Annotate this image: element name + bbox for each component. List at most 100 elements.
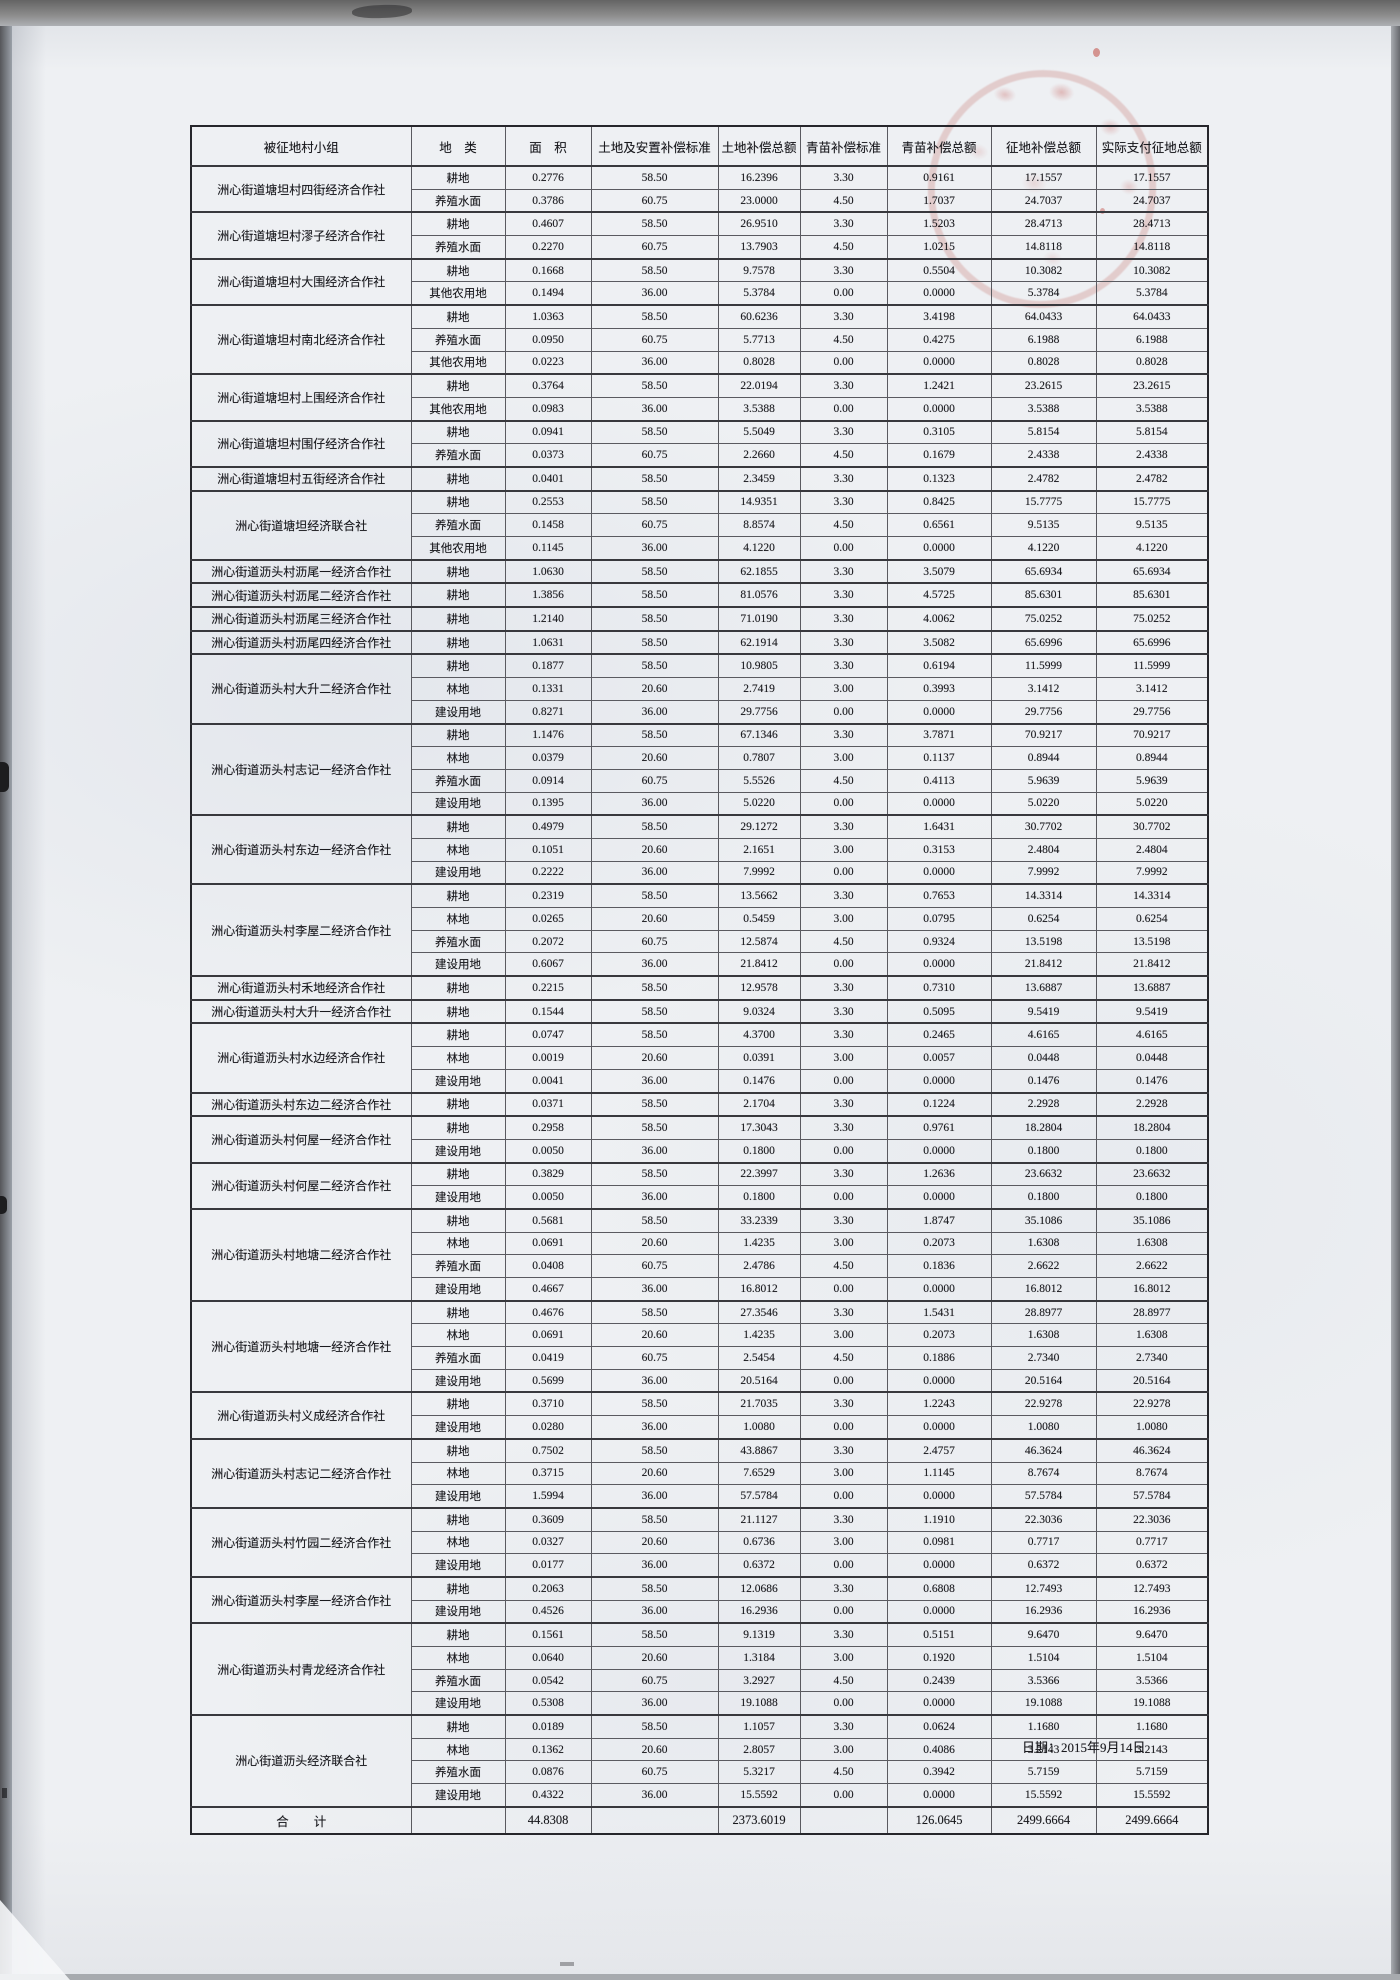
total-row: 合 计 44.8308 2373.6019 126.0645 2499.6664 2499… — [190, 1805, 1209, 1835]
acquisition-compensation-total-cell: 5.3784 — [990, 281, 1097, 306]
land-compensation-total-cell: 16.2936 — [717, 1599, 801, 1624]
area-cell: 0.4667 — [504, 1276, 592, 1302]
land-type-cell: 耕地 — [410, 164, 506, 190]
table-row: 洲心街道沥头村地塘一经济合作社 耕地 0.4676 58.50 27.3546 3.30 1… — [190, 1299, 1209, 1393]
seedling-compensation-total-cell: 1.2636 — [886, 1161, 992, 1187]
land-compensation-standard-cell: 58.50 — [590, 582, 719, 608]
seedling-compensation-total-cell: 0.0000 — [886, 860, 992, 885]
area-cell: 0.3764 — [504, 373, 592, 398]
total-land-type-cell — [410, 1805, 506, 1835]
land-compensation-total-cell: 26.9510 — [717, 211, 801, 237]
land-type-cell: 养殖水面 — [410, 1668, 506, 1693]
land-compensation-total-cell: 22.0194 — [717, 373, 801, 398]
land-compensation-total-cell: 3.5388 — [717, 396, 801, 422]
actual-paid-total-cell: 0.8944 — [1095, 746, 1209, 770]
seedling-compensation-standard-cell: 0.00 — [799, 1484, 888, 1509]
actual-paid-total-cell: 5.0220 — [1095, 791, 1209, 816]
seedling-compensation-total-cell: 0.9761 — [886, 1115, 992, 1140]
seedling-compensation-standard-cell: 4.50 — [799, 1346, 888, 1370]
scan-edge-bottom — [0, 1974, 1400, 1980]
acquisition-compensation-total-cell: 2.2928 — [990, 1091, 1097, 1117]
table-row: 林地 0.0379 20.60 0.7807 3.00 0.1137 0.8944 0.894… — [191, 746, 1209, 770]
seedling-compensation-total-cell: 0.0000 — [886, 535, 992, 561]
land-compensation-standard-cell: 20.60 — [590, 837, 719, 862]
seedling-compensation-total-cell: 3.5079 — [886, 558, 992, 584]
area-cell: 0.3786 — [504, 188, 592, 213]
land-compensation-standard-cell: 58.50 — [590, 629, 719, 655]
area-cell: 0.5308 — [504, 1691, 592, 1716]
seedling-compensation-total-cell: 0.4086 — [886, 1737, 992, 1762]
acquisition-compensation-total-cell: 65.6934 — [990, 558, 1097, 584]
land-compensation-standard-cell: 58.50 — [590, 465, 719, 492]
table-row: 洲心街道沥头村地塘二经济合作社 耕地 0.5681 58.50 33.2339 3.30 1… — [190, 1207, 1209, 1302]
actual-paid-total-cell: 24.7037 — [1095, 188, 1209, 213]
actual-paid-total-cell: 28.4713 — [1095, 211, 1209, 237]
land-compensation-standard-cell: 58.50 — [590, 1091, 719, 1117]
area-cell: 0.4322 — [504, 1783, 592, 1808]
table-row: 洲心街道沥头村沥尾四经济合作社 耕地 1.0631 58.50 62.1914 3.30 3… — [190, 629, 1209, 655]
actual-paid-total-cell: 1.6308 — [1095, 1231, 1209, 1256]
acquisition-compensation-total-cell: 29.7756 — [990, 699, 1097, 725]
land-type-cell: 耕地 — [410, 1299, 506, 1325]
seedling-compensation-total-cell: 0.9161 — [886, 164, 992, 190]
land-compensation-standard-cell: 20.60 — [590, 677, 719, 701]
actual-paid-total-cell: 0.8028 — [1095, 350, 1209, 375]
land-compensation-standard-cell: 36.00 — [590, 1138, 719, 1164]
area-cell: 0.0223 — [504, 350, 592, 375]
seedling-compensation-standard-cell: 3.30 — [799, 1091, 888, 1117]
area-cell: 0.0041 — [504, 1068, 592, 1094]
acquisition-compensation-total-cell: 7.9992 — [990, 860, 1097, 885]
seedling-compensation-standard-cell: 0.00 — [799, 952, 888, 977]
seedling-compensation-total-cell: 0.5095 — [886, 998, 992, 1024]
area-cell: 0.0327 — [504, 1530, 592, 1555]
land-compensation-total-cell: 27.3546 — [717, 1299, 801, 1325]
land-type-cell: 建设用地 — [410, 1599, 506, 1624]
seedling-compensation-standard-cell: 4.50 — [799, 768, 888, 793]
land-type-cell: 建设用地 — [410, 1276, 506, 1302]
column-header-8: 实际支付征地总额 — [1095, 125, 1209, 167]
land-compensation-standard-cell: 58.50 — [590, 1115, 719, 1140]
table-row: 洲心街道沥头村水边经济合作社 耕地 0.0747 58.50 4.3700 3.30 0.2… — [190, 1022, 1209, 1094]
seedling-compensation-total-cell: 0.0000 — [886, 1415, 992, 1440]
land-type-cell: 养殖水面 — [410, 1254, 506, 1278]
actual-paid-total-cell: 35.1086 — [1095, 1207, 1209, 1233]
seedling-compensation-standard-cell: 3.00 — [799, 677, 888, 701]
land-type-cell: 林地 — [410, 1323, 506, 1348]
actual-paid-total-cell: 0.1800 — [1095, 1185, 1209, 1210]
land-type-cell: 林地 — [410, 1046, 506, 1070]
area-cell: 1.3856 — [504, 582, 592, 608]
land-compensation-standard-cell: 58.50 — [590, 1391, 719, 1417]
group-name-cell: 洲心街道沥头村李屋二经济合作社 — [190, 883, 412, 977]
seedling-compensation-standard-cell: 0.00 — [799, 1068, 888, 1094]
land-compensation-standard-cell: 36.00 — [590, 396, 719, 422]
table-row: 洲心街道沥头村大升一经济合作社 耕地 0.1544 58.50 9.0324 3.30 0.… — [190, 998, 1209, 1024]
group-name-cell: 洲心街道塘坦村围仔经济合作社 — [190, 419, 412, 468]
actual-paid-total-cell: 10.3082 — [1095, 257, 1209, 283]
scan-edge-right — [1391, 0, 1400, 1980]
seedling-compensation-total-cell: 0.5504 — [886, 257, 992, 283]
land-compensation-standard-cell: 58.50 — [590, 883, 719, 909]
land-type-cell: 建设用地 — [410, 791, 506, 816]
seedling-compensation-standard-cell: 3.30 — [799, 975, 888, 1001]
land-compensation-standard-cell: 60.75 — [590, 768, 719, 793]
land-compensation-standard-cell: 36.00 — [590, 791, 719, 816]
table-row: 洲心街道沥头经济联合社 耕地 0.0189 58.50 1.1057 3.30 0.0624… — [190, 1714, 1209, 1808]
actual-paid-total-cell: 1.6308 — [1095, 1323, 1209, 1348]
actual-paid-total-cell: 57.5784 — [1095, 1484, 1209, 1509]
land-compensation-standard-cell: 58.50 — [590, 373, 719, 398]
seedling-compensation-total-cell: 2.4757 — [886, 1437, 992, 1463]
area-cell: 0.2063 — [504, 1575, 592, 1601]
land-compensation-total-cell: 0.5459 — [717, 907, 801, 931]
seedling-compensation-standard-cell: 3.00 — [799, 1046, 888, 1070]
land-compensation-standard-cell: 36.00 — [590, 1068, 719, 1094]
actual-paid-total-cell: 23.6632 — [1095, 1161, 1209, 1187]
seedling-compensation-standard-cell: 3.30 — [799, 653, 888, 679]
acquisition-compensation-total-cell: 22.3036 — [990, 1506, 1097, 1532]
area-cell: 0.0950 — [504, 327, 592, 352]
acquisition-compensation-total-cell: 16.8012 — [990, 1276, 1097, 1302]
actual-paid-total-cell: 2.6622 — [1095, 1254, 1209, 1278]
seedling-compensation-total-cell: 4.0062 — [886, 606, 992, 632]
red-stamp-speck — [1093, 48, 1100, 57]
seedling-compensation-standard-cell: 0.00 — [799, 699, 888, 725]
land-compensation-standard-cell: 36.00 — [590, 281, 719, 306]
